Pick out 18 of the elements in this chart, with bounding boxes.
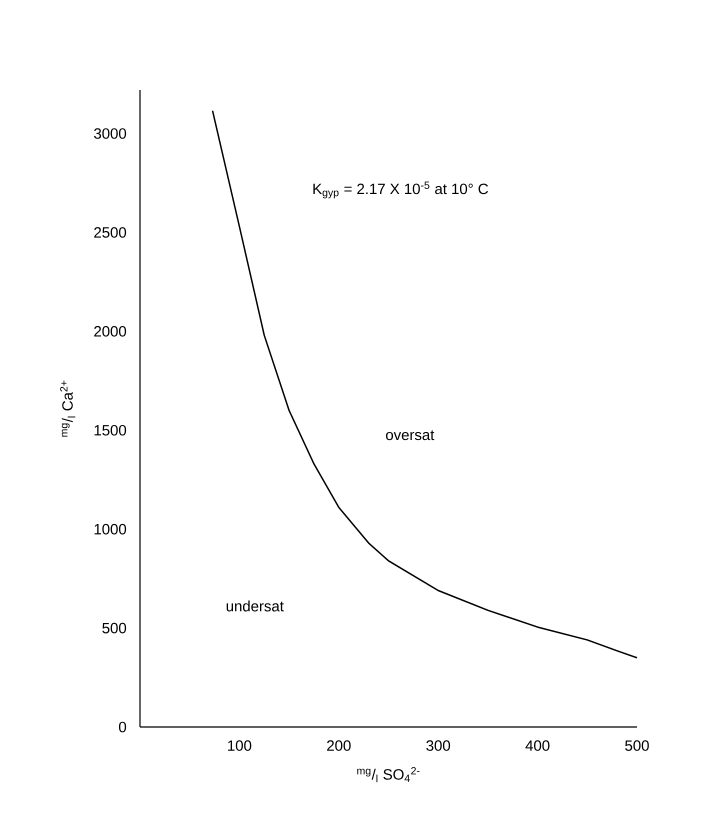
y-tick-label: 500 xyxy=(102,622,126,634)
x-tick-label: 400 xyxy=(525,740,550,751)
x-tick-label: 200 xyxy=(327,740,351,751)
x-tick-label: 300 xyxy=(426,740,450,751)
x-axis-title: $^{mg}$/$_{l}$ SO$_{4}$2- xyxy=(357,767,420,782)
y-tick-label: 1500 xyxy=(94,424,126,436)
y-tick-label: 3000 xyxy=(94,128,126,139)
x-tick-label: 500 xyxy=(625,740,649,751)
y-axis-title: $^{mg}$/$_{l}$ Ca$^{2+}$ xyxy=(60,380,76,437)
annotation: K$_{gyp}$ = 2.17 X 10$^{-5}$ at 10° C xyxy=(313,182,488,198)
y-tick-label: 1000 xyxy=(94,524,126,534)
y-tick-label: 0 xyxy=(118,722,126,732)
line-series xyxy=(212,110,638,659)
y-tick-label: 2000 xyxy=(94,326,126,337)
x-tick-label: 100 xyxy=(228,740,252,751)
annotation: undersat xyxy=(226,600,284,612)
y-tick-label: 2500 xyxy=(94,227,126,238)
annotation: oversat xyxy=(386,430,434,440)
